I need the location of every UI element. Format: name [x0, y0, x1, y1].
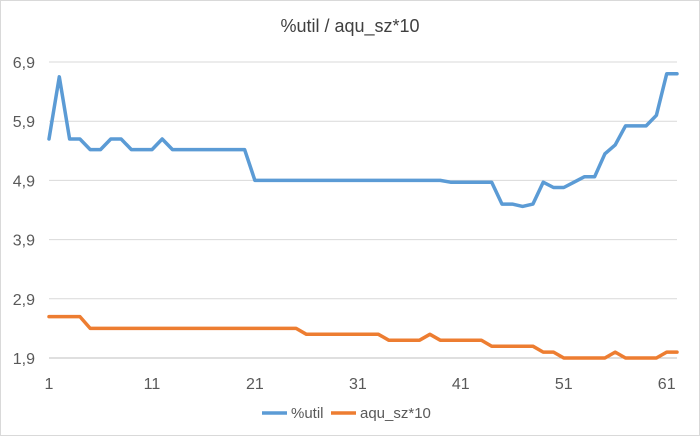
legend: %util aqu_sz*10	[262, 405, 431, 422]
legend-item-util-label: %util	[291, 405, 324, 422]
y-tick-label: 3,9	[13, 233, 35, 250]
y-tick-label: 4,9	[13, 173, 35, 190]
x-tick-label: 31	[349, 376, 367, 393]
x-tick-label: 11	[144, 376, 161, 393]
axes: 1,92,93,94,95,96,91 11 21 31 41 51 61	[13, 55, 677, 393]
gridlines	[49, 61, 677, 359]
y-tick-label: 1,9	[13, 351, 35, 368]
y-tick-label: 2,9	[13, 292, 35, 309]
chart-title: %util / aqu_sz*10	[280, 16, 419, 37]
x-tick-label: 51	[555, 376, 573, 393]
series-line-aqu-sz	[47, 314, 679, 360]
series-lines	[47, 72, 679, 360]
legend-item-aqu-sz-label: aqu_sz*10	[360, 405, 431, 422]
x-tick-label: 61	[658, 376, 676, 393]
x-tick-label: 41	[452, 376, 470, 393]
y-tick-label: 6,9	[13, 55, 35, 72]
x-tick-label: 21	[246, 376, 264, 393]
series-line-util	[47, 72, 679, 209]
y-tick-label: 5,9	[13, 114, 35, 131]
x-tick-label: 1	[45, 376, 54, 393]
